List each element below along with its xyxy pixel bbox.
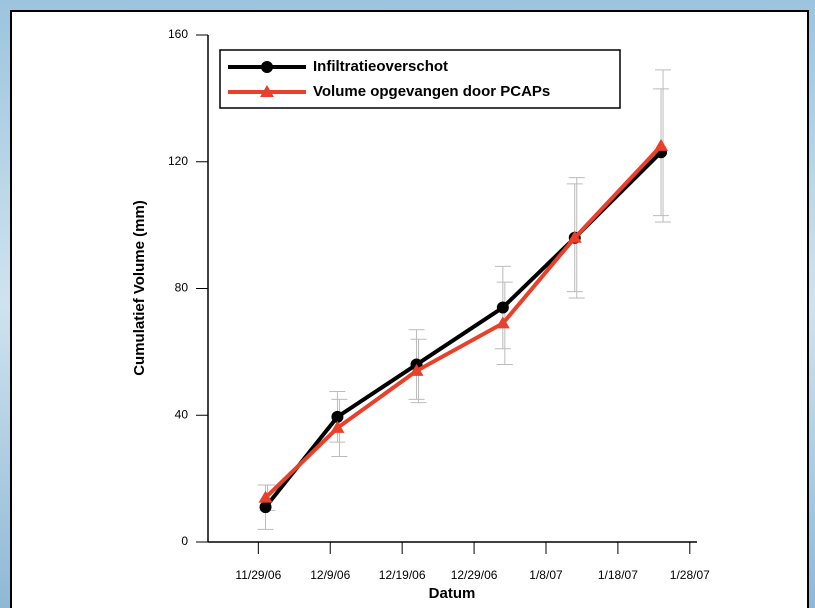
- marker: [496, 301, 509, 314]
- x-axis-label: Datum: [429, 585, 476, 602]
- marker: [409, 363, 424, 376]
- y-tick-label: 120: [168, 154, 188, 168]
- y-tick-label: 40: [175, 407, 189, 421]
- marker: [495, 316, 510, 329]
- x-tick-label: 11/29/06: [235, 568, 281, 582]
- x-tick-label: 12/29/06: [451, 568, 498, 582]
- y-axis-label: Cumulatief Volume (mm): [131, 200, 148, 376]
- x-tick-label: 1/28/07: [670, 568, 710, 582]
- marker: [567, 230, 582, 243]
- marker: [261, 61, 273, 73]
- x-tick-label: 1/18/07: [598, 568, 638, 582]
- marker: [258, 490, 273, 503]
- y-tick-label: 80: [175, 281, 189, 295]
- y-tick-label: 0: [181, 534, 188, 548]
- marker: [259, 501, 272, 514]
- line: [264, 144, 663, 500]
- x-tick-label: 12/19/06: [379, 568, 426, 582]
- y-tick-label: 160: [168, 27, 188, 41]
- panel: [10, 10, 809, 608]
- legend-box: [219, 49, 621, 109]
- legend-label: Volume opgevangen door PCAPs: [313, 83, 550, 100]
- marker: [330, 420, 345, 433]
- legend-label: Infiltratieoverschot: [313, 58, 448, 75]
- x-tick-label: 12/9/06: [310, 568, 350, 582]
- x-tick-label: 1/8/07: [529, 568, 563, 582]
- marker: [331, 410, 344, 423]
- marker: [260, 85, 274, 97]
- marker: [654, 138, 669, 151]
